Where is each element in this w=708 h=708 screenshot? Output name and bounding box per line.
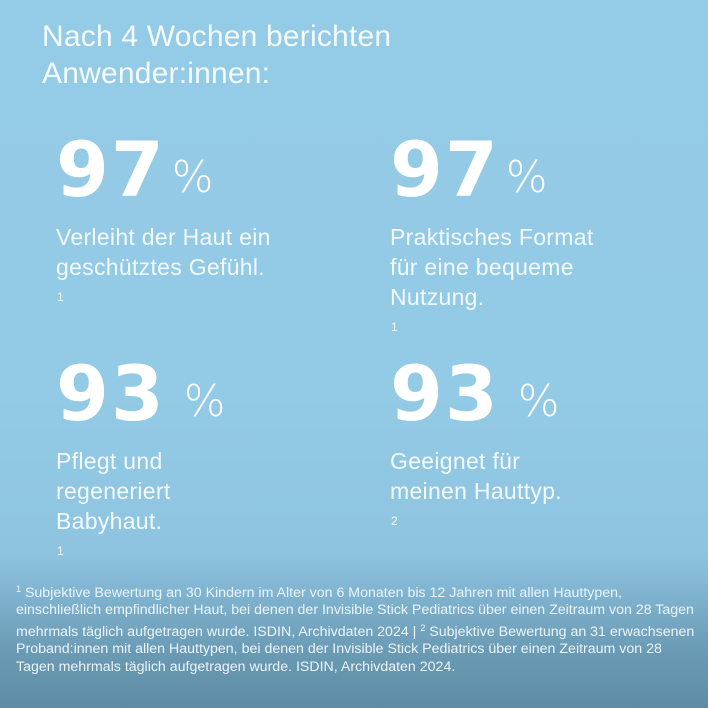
footnote-ref: 2 <box>391 514 398 528</box>
stat-skin-type: 93% Geeignet für meinen Hauttyp. 2 <box>390 356 562 542</box>
stat-description: Pflegt und regeneriert Babyhaut. 1 <box>56 446 226 572</box>
footnote-2-text: Subjektive Bewertung an 31 erwachsenen P… <box>16 623 695 675</box>
stat-baby-skin-care: 93% Pflegt und regeneriert Babyhaut. 1 <box>56 356 226 572</box>
stat-value: 93 <box>56 349 166 438</box>
stat-description-line: regeneriert <box>56 478 171 504</box>
stat-protected-feeling: 97% Verleiht der Haut ein geschütztes Ge… <box>56 132 271 318</box>
stat-description: Praktisches Format für eine bequeme Nutz… <box>390 222 594 348</box>
stat-description-line: Babyhaut. <box>56 508 163 534</box>
percent-sign: % <box>171 152 214 203</box>
stat-description-line: Nutzung. <box>390 284 485 310</box>
stat-description-line: für eine bequeme <box>390 254 574 280</box>
stat-description-line: geschütztes Gefühl. <box>56 254 265 280</box>
footnote-1-text: Subjektive Bewertung an 30 Kindern im Al… <box>16 585 694 640</box>
headline-line-1: Nach 4 Wochen berichten <box>42 20 392 53</box>
percent-sign: % <box>517 376 560 427</box>
footnote-ref: 1 <box>391 320 398 334</box>
stat-description-line: meinen Hauttyp. <box>390 478 562 504</box>
stat-description: Geeignet für meinen Hauttyp. 2 <box>390 446 562 542</box>
headline: Nach 4 Wochen berichten Anwender:innen: <box>42 18 391 92</box>
stat-value: 93 <box>390 349 500 438</box>
stat-description-line: Praktisches Format <box>390 224 594 250</box>
footnote-ref: 1 <box>57 544 64 558</box>
footnote-marker-2: 2 <box>420 622 426 633</box>
stat-value: 97 <box>390 125 500 214</box>
stat-value: 97 <box>56 125 166 214</box>
stat-description-line: Geeignet für <box>390 448 521 474</box>
headline-line-2: Anwender:innen: <box>42 57 271 90</box>
footnote-marker-1: 1 <box>16 584 22 594</box>
percent-sign: % <box>183 376 226 427</box>
stat-description-line: Verleiht der Haut ein <box>56 224 271 250</box>
footnote-text: 1 Subjektive Bewertung an 30 Kindern im … <box>16 581 696 676</box>
stat-description: Verleiht der Haut ein geschütztes Gefühl… <box>56 222 271 318</box>
stat-practical-format: 97% Praktisches Format für eine bequeme … <box>390 132 594 348</box>
footnote-ref: 1 <box>57 290 64 304</box>
percent-sign: % <box>505 152 548 203</box>
stat-description-line: Pflegt und <box>56 448 163 474</box>
